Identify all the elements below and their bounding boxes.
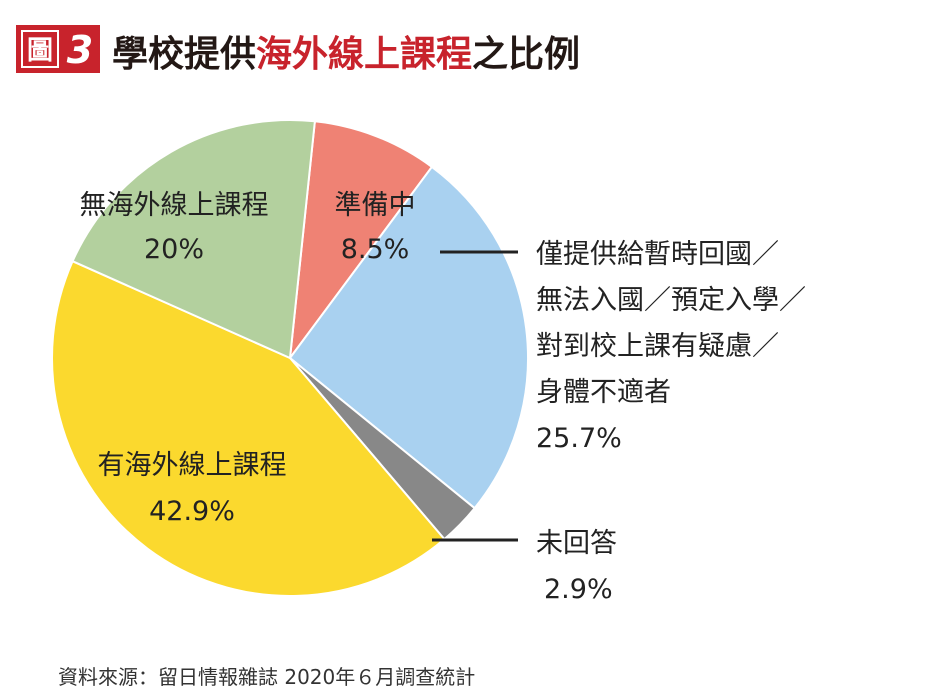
slice-label-0-line-0: 準備中 (335, 190, 416, 221)
slice-value-label-4: 20% (144, 234, 204, 265)
slice-value-label-1: 25.7% (536, 423, 622, 454)
figure-badge-char: 圖 (27, 36, 53, 66)
pie-chart (51, 118, 529, 597)
slice-label-1-line-3: 身體不適者 (536, 377, 671, 408)
chart-title-part-0: 學校提供 (112, 34, 256, 75)
figure-number: 3 (67, 28, 93, 72)
slice-value-label-3: 42.9% (149, 496, 235, 527)
pie-slice-0 (288, 120, 434, 362)
slice-label-1-line-0: 僅提供給暫時回國／ (536, 239, 779, 270)
slice-value-label-0: 8.5% (341, 234, 410, 265)
slice-label-3-line-0: 有海外線上課程 (98, 450, 287, 481)
figure-badge: 圖 3 (16, 25, 100, 73)
chart-title: 學校提供海外線上課程之比例 (112, 34, 580, 75)
slice-labels: 準備中 8.5% 僅提供給暫時回國／ 無法入國／預定入學／ 對到校上課有疑慮／ 身體不適者… (80, 190, 807, 605)
chart-title-part-1: 海外線上課程 (256, 34, 472, 75)
figure-badge-frame (21, 30, 59, 68)
slice-label-4-line-0: 無海外線上課程 (80, 190, 269, 221)
pie-slice-4 (71, 118, 316, 360)
slice-label-2-line-0: 未回答 (536, 528, 617, 559)
slice-label-1-line-1: 無法入國／預定入學／ (536, 285, 806, 316)
chart-title-part-2: 之比例 (472, 34, 580, 75)
source-note: 資料來源：留日情報雜誌 2020年６月調查統計 (58, 665, 475, 689)
pie-slice-3 (51, 259, 446, 597)
slice-value-label-2: 2.9% (544, 574, 613, 605)
slice-label-1-line-2: 對到校上課有疑慮／ (536, 331, 779, 362)
